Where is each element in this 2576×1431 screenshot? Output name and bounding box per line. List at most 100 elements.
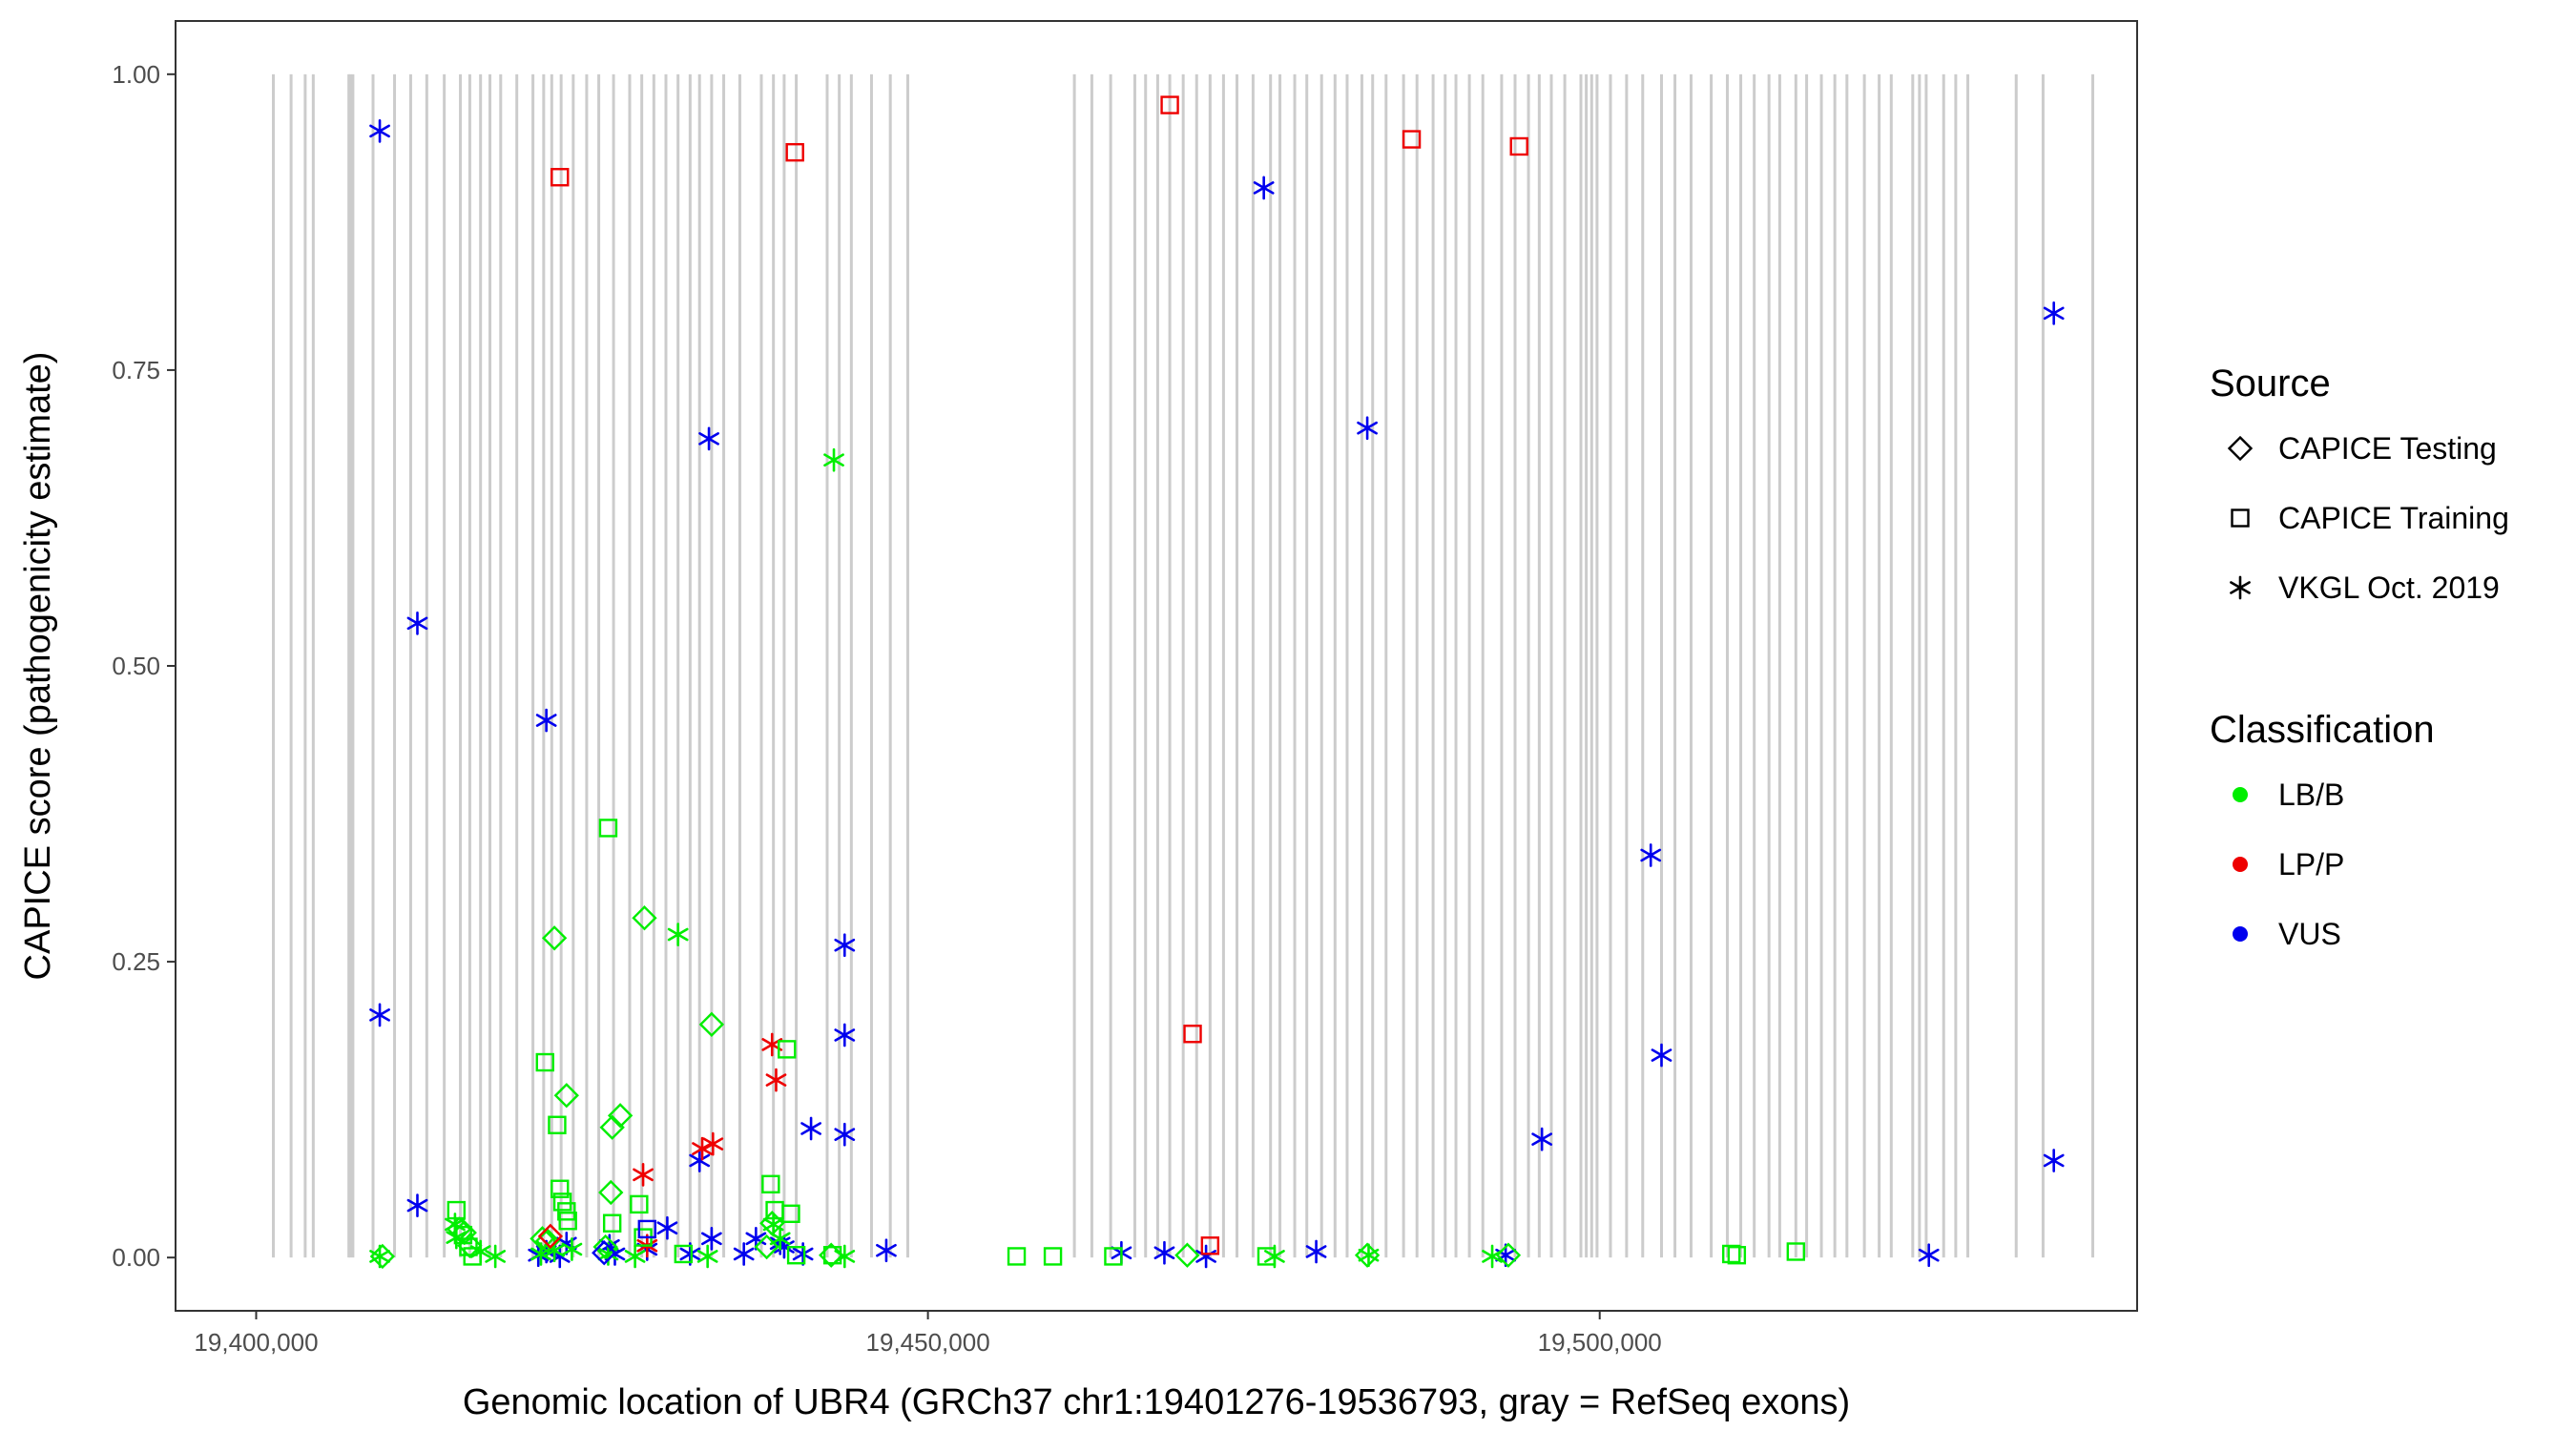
- data-point: [692, 1136, 713, 1161]
- legend-source-title: Source: [2210, 363, 2331, 404]
- legend-class-label: LP/P: [2278, 847, 2344, 881]
- data-point: [592, 1234, 618, 1260]
- data-point: [535, 708, 557, 733]
- data-point: [637, 1219, 656, 1239]
- data-point: [607, 1103, 634, 1129]
- axes: 0.00 0.25 0.50 0.75 1.00 19,400,000 19,450,000…: [112, 60, 1661, 1357]
- data-point: [696, 1244, 718, 1269]
- data-point: [599, 1114, 625, 1140]
- data-point: [667, 923, 689, 946]
- data-point: [1043, 1247, 1063, 1266]
- data-point: [1257, 1247, 1277, 1266]
- data-point: [561, 1237, 583, 1261]
- data-point: [447, 1200, 467, 1220]
- data-point: [1495, 1242, 1522, 1268]
- data-point: [553, 1083, 579, 1109]
- data-point: [632, 905, 657, 931]
- data-point: [656, 1215, 678, 1240]
- data-point: [537, 1223, 564, 1250]
- data-point: [592, 1240, 617, 1266]
- data-point: [1104, 1247, 1123, 1266]
- y-tick-label: 0.00: [112, 1243, 160, 1272]
- data-point: [674, 1244, 694, 1264]
- data-point: [1509, 136, 1528, 156]
- legend: Source CAPICE Testing CAPICE Training VKGL…: [2210, 363, 2509, 951]
- y-tick-label: 1.00: [112, 60, 160, 89]
- y-axis-title: CAPICE score (pathogenicity estimate): [18, 352, 58, 981]
- legend-class-key: [2233, 857, 2248, 872]
- data-point: [1357, 416, 1378, 441]
- data-point: [548, 1115, 567, 1134]
- y-tick-label: 0.50: [112, 652, 160, 680]
- data-point: [1531, 1127, 1553, 1151]
- data-point: [1183, 1025, 1202, 1044]
- data-point: [459, 1237, 478, 1256]
- data-point: [834, 1122, 856, 1147]
- data-point: [1253, 176, 1275, 200]
- data-point: [602, 1213, 622, 1233]
- data-point: [552, 1192, 572, 1212]
- data-point: [406, 1193, 428, 1217]
- data-point: [369, 119, 390, 143]
- data-point: [598, 1179, 624, 1206]
- data-point: [1153, 1240, 1175, 1265]
- data-point: [541, 925, 568, 951]
- data-point: [535, 1052, 554, 1072]
- data-point: [876, 1238, 897, 1263]
- exon-lines: [272, 73, 2095, 1258]
- data-point: [1640, 843, 1662, 867]
- data-point: [765, 1068, 787, 1092]
- data-point: [834, 1023, 856, 1047]
- legend-source-label: CAPICE Training: [2278, 501, 2509, 535]
- data-point: [698, 426, 719, 451]
- data-point: [702, 1131, 724, 1156]
- y-tick-label: 0.75: [112, 356, 160, 384]
- data-point: [485, 1244, 507, 1269]
- x-tick-label: 19,450,000: [866, 1328, 990, 1357]
- data-point: [733, 1242, 755, 1266]
- data-point: [834, 933, 856, 958]
- data-point: [689, 1149, 711, 1172]
- data-point: [630, 1194, 649, 1214]
- data-point: [761, 1174, 780, 1193]
- data-point: [624, 1244, 646, 1269]
- data-point: [1174, 1242, 1200, 1268]
- data-point: [557, 1202, 576, 1221]
- data-point: [823, 447, 844, 472]
- legend-source-key: [2231, 508, 2250, 528]
- legend-source-key: [2230, 575, 2251, 600]
- data-point: [1354, 1242, 1381, 1268]
- legend-classification-title: Classification: [2210, 709, 2435, 751]
- data-point: [778, 1040, 797, 1059]
- data-point: [530, 1226, 555, 1252]
- y-tick-label: 0.25: [112, 947, 160, 976]
- data-point: [1918, 1243, 1940, 1268]
- legend-class-key: [2233, 926, 2248, 942]
- data-point: [453, 1225, 473, 1245]
- data-point: [1007, 1247, 1027, 1266]
- data-point: [698, 1011, 725, 1038]
- data-point: [1727, 1246, 1747, 1265]
- data-point: [1651, 1043, 1672, 1068]
- data-point: [1200, 1236, 1220, 1255]
- data-point: [759, 1211, 785, 1236]
- data-point: [1160, 95, 1179, 114]
- legend-source-label: CAPICE Testing: [2278, 431, 2497, 466]
- data-point: [406, 611, 428, 635]
- data-point: [785, 142, 804, 162]
- data-point: [598, 819, 618, 838]
- data-point: [369, 1003, 390, 1027]
- data-point: [2043, 1149, 2065, 1172]
- legend-source-items: CAPICE Testing CAPICE Training VKGL Oct. 2…: [2227, 431, 2509, 605]
- data-point: [781, 1204, 800, 1223]
- data-point: [463, 1247, 482, 1266]
- legend-class-key: [2233, 787, 2248, 802]
- data-point: [2043, 301, 2065, 325]
- legend-class-label: VUS: [2278, 917, 2341, 951]
- x-tick-label: 19,500,000: [1538, 1328, 1662, 1357]
- data-point: [558, 1212, 577, 1231]
- data-point: [551, 1179, 570, 1198]
- data-point: [1786, 1242, 1806, 1261]
- data-point: [633, 1163, 654, 1187]
